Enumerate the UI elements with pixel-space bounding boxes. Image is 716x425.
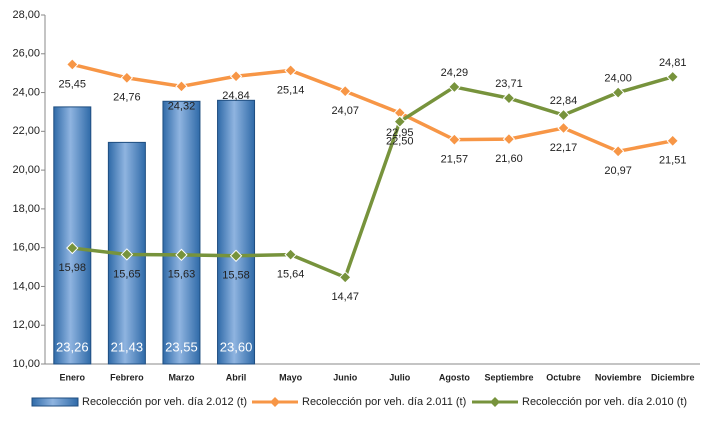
marker: [611, 145, 625, 158]
legend-swatch: [31, 397, 79, 407]
marker: [502, 91, 516, 105]
marker: [502, 132, 516, 146]
y-tick-label: 20,00: [12, 164, 40, 176]
point-value-label: 22,84: [550, 95, 578, 107]
point-value-label: 24,29: [441, 67, 469, 79]
marker: [284, 64, 297, 77]
point-value-label: 15,63: [168, 269, 196, 281]
y-tick-label: 16,00: [12, 242, 40, 254]
x-tick-label: Noviembre: [595, 372, 642, 382]
x-tick-label: Mayo: [279, 372, 303, 382]
bar-value-label: 23,55: [165, 339, 198, 354]
x-tick-label: Julio: [389, 372, 411, 382]
marker: [557, 108, 570, 122]
bar-value-label: 21,43: [111, 339, 144, 354]
marker: [175, 80, 188, 93]
marker: [284, 248, 297, 261]
point-value-label: 20,97: [604, 165, 632, 177]
marker: [339, 84, 352, 98]
point-value-label: 22,50: [386, 136, 414, 148]
x-tick-label: Marzo: [168, 372, 195, 382]
y-tick-label: 22,00: [12, 125, 40, 137]
line: [71, 62, 674, 154]
x-tick-label: Abril: [226, 372, 247, 382]
marker: [666, 134, 679, 148]
x-tick-label: Enero: [60, 372, 86, 382]
point-value-label: 22,95: [386, 127, 414, 139]
point-value-label: 22,17: [550, 142, 578, 154]
point-value-label: 23,71: [495, 78, 523, 90]
point-value-label: 15,64: [277, 269, 305, 281]
y-tick-label: 10,00: [12, 358, 40, 370]
y-tick-label: 14,00: [12, 280, 40, 292]
x-tick-label: Agosto: [439, 372, 470, 382]
marker: [557, 121, 570, 135]
point-value-label: 24,84: [222, 90, 250, 102]
x-tick-label: Octubre: [546, 372, 581, 382]
point-value-label: 21,60: [495, 153, 523, 165]
marker: [66, 58, 79, 71]
legend-label: Recolección por veh. día 2.011 (t): [302, 396, 466, 408]
x-tick-label: Septiembre: [484, 372, 533, 382]
marker: [393, 115, 406, 128]
marker: [611, 86, 625, 99]
bar-value-label: 23,26: [56, 339, 89, 354]
bar: [217, 99, 256, 365]
legend-label: Recolección por veh. día 2.012 (t): [82, 396, 247, 408]
marker: [229, 70, 243, 83]
y-tick-label: 24,00: [12, 86, 40, 98]
bar: [53, 106, 92, 365]
marker: [66, 241, 79, 255]
marker: [666, 70, 679, 84]
y-tick-label: 28,00: [12, 9, 40, 21]
marker: [448, 80, 461, 94]
y-tick-label: 26,00: [12, 48, 40, 60]
y-tick-label: 18,00: [12, 203, 40, 215]
point-value-label: 21,57: [441, 154, 469, 166]
point-value-label: 21,51: [659, 155, 687, 167]
x-tick-label: Febrero: [110, 372, 144, 382]
point-value-label: 15,58: [222, 270, 250, 282]
point-value-label: 24,76: [113, 92, 141, 104]
legend-label: Recolección por veh. día 2.010 (t): [522, 396, 687, 408]
point-value-label: 15,65: [113, 268, 141, 280]
point-value-label: 14,47: [331, 291, 359, 303]
x-tick-label: Junio: [333, 372, 358, 382]
marker: [120, 248, 134, 261]
legend-marker: [270, 397, 280, 407]
bar: [162, 100, 201, 365]
line: [72, 75, 674, 280]
marker: [229, 249, 243, 263]
point-value-label: 15,98: [59, 262, 87, 274]
marker: [448, 133, 461, 146]
marker: [339, 271, 352, 284]
x-tick-label: Diciembre: [651, 372, 695, 382]
marker: [175, 248, 188, 262]
bar-value-label: 23,60: [220, 339, 253, 354]
point-value-label: 24,81: [659, 57, 687, 69]
marker: [120, 71, 134, 85]
point-value-label: 24,07: [331, 105, 359, 117]
point-value-label: 25,14: [277, 84, 305, 96]
point-value-label: 24,32: [168, 100, 196, 112]
point-value-label: 24,00: [604, 72, 632, 84]
legend-marker: [490, 397, 500, 407]
point-value-label: 25,45: [59, 78, 87, 90]
y-tick-label: 12,00: [12, 319, 40, 331]
